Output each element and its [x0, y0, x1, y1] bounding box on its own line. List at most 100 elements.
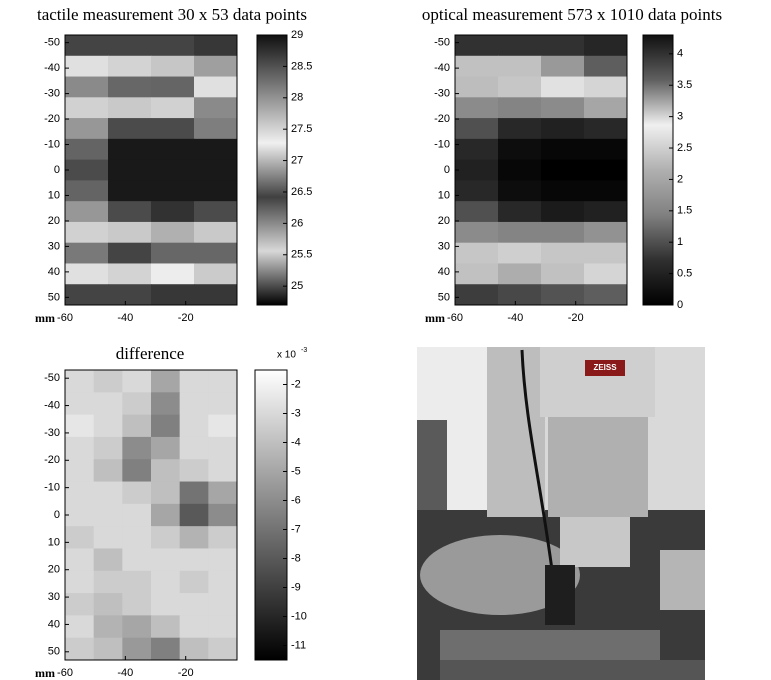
- y-tick-label: 10: [48, 536, 60, 548]
- heatmap-cell: [584, 221, 628, 244]
- rail: [440, 660, 705, 680]
- heatmap-cell: [584, 263, 628, 285]
- y-tick-label: 0: [54, 509, 60, 521]
- heatmap-cell: [65, 370, 95, 393]
- logo: ZEISS: [593, 363, 617, 372]
- colorbar: [642, 34, 674, 306]
- heatmap-cell: [194, 35, 238, 57]
- heatmap-cell: [151, 414, 181, 438]
- heatmap-cell: [541, 76, 585, 98]
- heatmap-cell: [65, 159, 109, 181]
- heatmap-cell: [498, 35, 542, 57]
- heatmap-cell: [65, 76, 109, 98]
- heatmap-cell: [498, 242, 542, 264]
- colorbar-tick-label: 2: [677, 173, 683, 185]
- heatmap-cell: [65, 593, 95, 616]
- y-tick-label: -20: [44, 113, 60, 125]
- heatmap-cell: [455, 263, 499, 285]
- colorbar-tick-label: -7: [291, 523, 301, 535]
- y-tick-label: 30: [48, 591, 60, 603]
- heatmap-cell: [65, 118, 109, 140]
- heatmap-cell: [455, 55, 499, 78]
- heatmap-cell: [179, 370, 209, 393]
- heatmap-cell: [541, 284, 585, 306]
- heatmap-cell: [65, 548, 95, 572]
- heatmap-cell: [93, 414, 123, 438]
- colorbar-tick-label: -10: [291, 610, 307, 622]
- heatmap-cell: [108, 263, 152, 285]
- heatmap-cell: [122, 593, 152, 616]
- y-tick-label: 50: [48, 646, 60, 658]
- y-tick-label: -50: [44, 37, 60, 49]
- heatmap-cell: [65, 414, 95, 438]
- heatmap-cell: [179, 414, 209, 438]
- colorbar-tick-label: 25.5: [291, 249, 312, 261]
- heatmap-cell: [108, 180, 152, 202]
- heatmap-cell: [498, 118, 542, 140]
- heatmap-cell: [179, 570, 209, 594]
- heatmap-cell: [65, 481, 95, 505]
- heatmap-cell: [122, 570, 152, 594]
- heatmap-cell: [151, 284, 195, 306]
- heatmap-cell: [108, 35, 152, 57]
- heatmap-cell: [208, 593, 238, 616]
- heatmap-cell: [93, 436, 123, 460]
- y-tick-label: -40: [434, 62, 450, 74]
- lens: [560, 517, 630, 567]
- heatmap-cell: [65, 637, 95, 661]
- y-tick-label: 20: [48, 564, 60, 576]
- heatmap-cell: [65, 526, 95, 549]
- colorbar: [254, 369, 288, 661]
- y-tick-label: 10: [48, 189, 60, 201]
- heatmap-cell: [65, 35, 109, 57]
- heatmap-cell: [179, 637, 209, 661]
- y-tick-label: 0: [54, 164, 60, 176]
- heatmap-cell: [208, 548, 238, 572]
- heatmap-cell: [498, 159, 542, 181]
- heatmap-cell: [122, 481, 152, 505]
- heatmap-cell: [65, 221, 109, 244]
- heatmap-cell: [122, 548, 152, 572]
- heatmap-cell: [151, 548, 181, 572]
- x-tick-label: -60: [57, 312, 73, 324]
- heatmap-cell: [93, 370, 123, 393]
- sensor: [545, 565, 575, 625]
- colorbar-tick-label: -3: [291, 407, 301, 419]
- heatmap-cell: [179, 481, 209, 505]
- photo: ZEISS: [417, 347, 705, 680]
- y-tick-label: 0: [444, 164, 450, 176]
- heatmap-cell: [151, 637, 181, 661]
- y-tick-label: 20: [438, 215, 450, 227]
- heatmap-cell: [498, 138, 542, 161]
- heatmap-cell: [194, 76, 238, 98]
- y-tick-label: 40: [48, 266, 60, 278]
- colorbar-tick-label: 28.5: [291, 60, 312, 72]
- heatmap-cell: [93, 392, 123, 416]
- heatmap-cell: [208, 526, 238, 549]
- heatmap-cell: [541, 97, 585, 119]
- heatmap-cell: [584, 55, 628, 78]
- colorbar-tick-label: -4: [291, 436, 301, 448]
- heatmap-cell: [65, 284, 109, 306]
- colorbar-tick-label: 0.5: [677, 268, 692, 280]
- heatmap-cell: [584, 118, 628, 140]
- colorbar-tick-label: 27: [291, 154, 303, 166]
- heatmap-cell: [455, 242, 499, 264]
- heatmap-cell: [208, 392, 238, 416]
- heatmap-cell: [151, 436, 181, 460]
- x-axis-label: mm: [35, 666, 55, 680]
- y-tick-label: -40: [44, 62, 60, 74]
- heatmap-cell: [108, 159, 152, 181]
- heatmap-cell: [498, 263, 542, 285]
- heatmap-cell: [122, 392, 152, 416]
- heatmap-cell: [151, 35, 195, 57]
- heatmap-cell: [93, 503, 123, 527]
- colorbar-tick-label: -5: [291, 465, 301, 477]
- heatmap-cell: [498, 55, 542, 78]
- heatmap-cell: [541, 138, 585, 161]
- colorbar-tick-label: 2.5: [677, 142, 692, 154]
- y-tick-label: 40: [48, 618, 60, 630]
- heatmap-cell: [194, 221, 238, 244]
- heatmap-cell: [151, 97, 195, 119]
